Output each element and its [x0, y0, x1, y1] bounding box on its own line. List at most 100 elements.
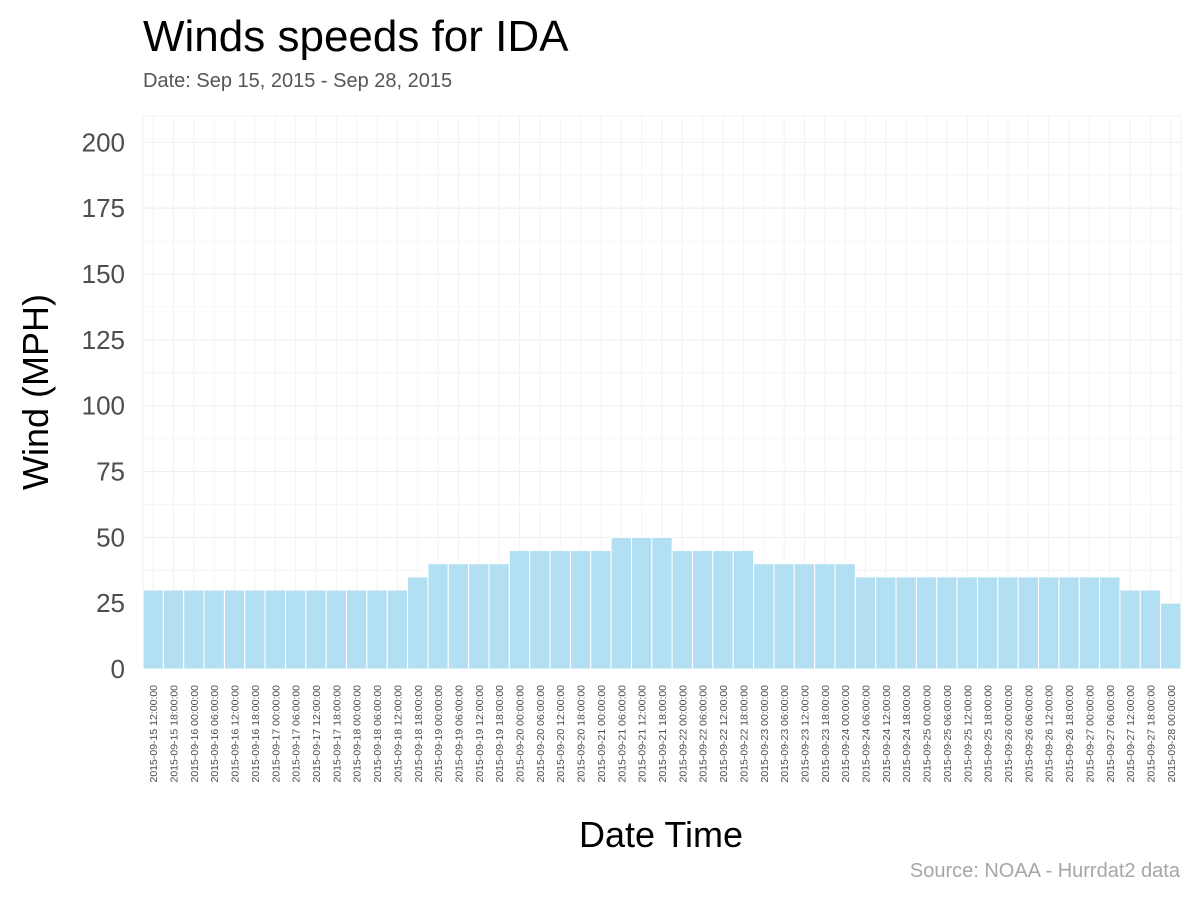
bar — [692, 550, 714, 670]
x-axis-label: Date Time — [579, 814, 743, 855]
x-tick-label: 2015-09-21 12:00:00 — [637, 685, 649, 783]
bars — [142, 536, 1182, 670]
bar — [508, 550, 531, 670]
x-tick-label: 2015-09-22 06:00:00 — [698, 685, 710, 783]
y-tick-label: 200 — [82, 127, 125, 157]
x-tick-label: 2015-09-19 12:00:00 — [474, 685, 486, 783]
x-tick-label: 2015-09-18 00:00:00 — [352, 685, 364, 783]
x-tick-label: 2015-09-24 12:00:00 — [881, 685, 893, 783]
x-tick-label: 2015-09-21 18:00:00 — [657, 685, 669, 783]
bar — [203, 589, 225, 670]
x-tick-label: 2015-09-23 18:00:00 — [820, 685, 832, 783]
bar — [468, 563, 490, 670]
x-tick-label: 2015-09-24 00:00:00 — [840, 685, 852, 783]
bar — [1017, 576, 1040, 670]
x-tick-label: 2015-09-18 06:00:00 — [372, 685, 384, 783]
y-tick-label: 50 — [96, 522, 125, 552]
x-tick-label: 2015-09-27 18:00:00 — [1145, 685, 1157, 783]
x-tick-label: 2015-09-20 06:00:00 — [535, 685, 547, 783]
x-tick-label: 2015-09-25 00:00:00 — [922, 685, 934, 783]
bar — [915, 576, 938, 670]
x-tick-label: 2015-09-22 00:00:00 — [677, 685, 689, 783]
bar — [1038, 576, 1060, 670]
bar — [529, 550, 551, 670]
bar — [1139, 589, 1162, 670]
x-tick-label: 2015-09-25 12:00:00 — [962, 685, 974, 783]
x-tick-label: 2015-09-16 12:00:00 — [230, 685, 242, 783]
x-tick-label: 2015-09-23 06:00:00 — [779, 685, 791, 783]
bar — [732, 550, 755, 670]
x-tick-label: 2015-09-25 18:00:00 — [983, 685, 995, 783]
bar — [346, 589, 368, 670]
bar — [610, 536, 632, 670]
x-tick-label: 2015-09-15 18:00:00 — [169, 685, 181, 783]
y-axis-ticks: 0 25 50 75 100 125 150 175 200 — [82, 127, 125, 684]
x-tick-label: 2015-09-27 00:00:00 — [1084, 685, 1096, 783]
bar — [1058, 576, 1080, 670]
x-tick-label: 2015-09-22 18:00:00 — [738, 685, 750, 783]
bar — [427, 563, 449, 670]
bar — [569, 550, 592, 670]
x-tick-label: 2015-09-25 06:00:00 — [942, 685, 954, 783]
y-tick-label: 175 — [82, 193, 125, 223]
bar — [773, 563, 795, 670]
bar — [997, 576, 1019, 670]
bar — [712, 550, 734, 670]
y-tick-label: 125 — [82, 325, 125, 355]
bar — [447, 563, 470, 670]
bar — [264, 589, 286, 670]
bar — [875, 576, 897, 670]
x-tick-label: 2015-09-18 18:00:00 — [413, 685, 425, 783]
bar — [976, 576, 999, 670]
x-tick-label: 2015-09-19 00:00:00 — [433, 685, 445, 783]
bar — [142, 589, 164, 670]
x-tick-label: 2015-09-23 00:00:00 — [759, 685, 771, 783]
bar — [936, 576, 958, 670]
bar — [651, 536, 673, 670]
bar — [244, 589, 266, 670]
x-tick-label: 2015-09-26 12:00:00 — [1044, 685, 1056, 783]
bar — [162, 589, 185, 670]
x-tick-label: 2015-09-22 12:00:00 — [718, 685, 730, 783]
x-tick-label: 2015-09-28 00:00:00 — [1166, 685, 1178, 783]
chart-title: Winds speeds for IDA — [143, 12, 569, 61]
x-tick-label: 2015-09-26 18:00:00 — [1064, 685, 1076, 783]
x-tick-label: 2015-09-20 18:00:00 — [576, 685, 588, 783]
x-tick-label: 2015-09-21 06:00:00 — [616, 685, 628, 783]
x-axis-ticks: 2015-09-15 12:00:00 2015-09-15 18:00:00 20… — [148, 685, 1178, 783]
x-tick-label: 2015-09-21 00:00:00 — [596, 685, 608, 783]
bar — [549, 550, 571, 670]
x-tick-label: 2015-09-17 18:00:00 — [331, 685, 343, 783]
x-tick-label: 2015-09-19 18:00:00 — [494, 685, 506, 783]
x-tick-label: 2015-09-27 06:00:00 — [1105, 685, 1117, 783]
x-tick-label: 2015-09-26 00:00:00 — [1003, 685, 1015, 783]
bar — [305, 589, 327, 670]
bar — [753, 563, 775, 670]
chart-subtitle: Date: Sep 15, 2015 - Sep 28, 2015 — [143, 70, 453, 92]
bar — [183, 589, 205, 670]
bar — [814, 563, 836, 670]
x-tick-label: 2015-09-18 12:00:00 — [392, 685, 404, 783]
y-tick-label: 150 — [82, 259, 125, 289]
x-tick-label: 2015-09-17 12:00:00 — [311, 685, 323, 783]
x-tick-label: 2015-09-17 06:00:00 — [291, 685, 303, 783]
bar — [793, 563, 816, 670]
x-tick-label: 2015-09-27 12:00:00 — [1125, 685, 1137, 783]
bar — [956, 576, 978, 670]
x-tick-label: 2015-09-24 06:00:00 — [861, 685, 873, 783]
y-tick-label: 100 — [82, 391, 125, 421]
y-tick-label: 0 — [111, 654, 125, 684]
bar — [854, 576, 877, 670]
x-tick-label: 2015-09-17 00:00:00 — [270, 685, 282, 783]
bar — [284, 589, 307, 670]
x-tick-label: 2015-09-16 06:00:00 — [209, 685, 221, 783]
x-tick-label: 2015-09-16 00:00:00 — [189, 685, 201, 783]
x-tick-label: 2015-09-24 18:00:00 — [901, 685, 913, 783]
y-axis-label: Wind (MPH) — [15, 294, 56, 490]
bar — [1078, 576, 1101, 670]
bar — [630, 536, 653, 670]
bar — [1160, 602, 1182, 670]
x-tick-label: 2015-09-20 00:00:00 — [515, 685, 527, 783]
bar — [1099, 576, 1121, 670]
